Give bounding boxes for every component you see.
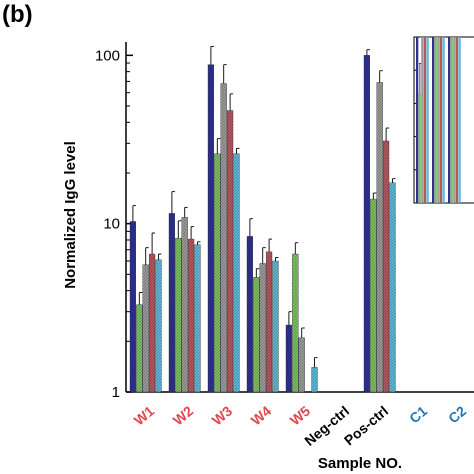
y-tick-label: 100 (95, 47, 120, 64)
bar-hatch (208, 64, 214, 392)
inset-bar (450, 37, 453, 203)
bar-hatch (311, 367, 318, 392)
inset-bar (448, 37, 451, 203)
inset-bar (434, 37, 437, 203)
bar-hatch (175, 238, 182, 392)
bar-hatch (233, 153, 240, 392)
x-tick-label: C2 (445, 402, 469, 426)
inset-x-tick-label: W1 (413, 208, 430, 224)
inset-bar (423, 37, 427, 203)
x-tick-label: Pos-ctrl (341, 403, 391, 449)
bar-hatch (155, 259, 162, 392)
bar-hatch (389, 182, 396, 392)
bar-hatch (142, 264, 149, 392)
y-axis-title: Normalized IgG level (62, 141, 79, 289)
x-tick-label: W4 (248, 402, 275, 428)
bar-hatch (194, 244, 201, 392)
inset-x-tick-label: W3 (445, 208, 462, 224)
inset-bar (418, 93, 421, 203)
bar-hatch (370, 199, 377, 392)
inset-bar (421, 37, 424, 203)
panel-label: (b) (2, 1, 33, 28)
bar-hatch (247, 236, 253, 392)
x-tick-label: W3 (209, 402, 236, 428)
bar-hatch (286, 325, 292, 392)
bar-hatch (181, 217, 188, 392)
bar-hatch (227, 110, 233, 392)
inset-y-tick-label: 4 (408, 66, 413, 75)
bar-hatch (383, 140, 389, 392)
bar-hatch (169, 213, 175, 392)
bar-hatch (376, 82, 383, 393)
inset-y-tick-label: 5 (408, 33, 413, 42)
bar-hatch (298, 337, 305, 392)
bar-hatch (220, 83, 227, 392)
inset-bar (432, 37, 435, 203)
bar-hatch (214, 153, 221, 392)
inset-plot: 0 1 2 3 4 5 W1 W2 W3 (408, 33, 474, 224)
bar-hatch (272, 261, 279, 392)
bar-hatch (292, 254, 299, 392)
inset-y-tick-label: 0 (408, 199, 413, 208)
inset-x-tick-label: W2 (429, 208, 446, 224)
x-tick-label: W2 (170, 402, 197, 428)
bar-hatch (364, 55, 370, 393)
inset-y-tick-label: 3 (408, 99, 413, 108)
inset-y-tick-label: 2 (408, 133, 413, 142)
x-tick-label: Neg-ctrl (301, 403, 352, 449)
x-axis-title: Sample NO. (318, 455, 402, 472)
inset-y-tick-label: 1 (408, 166, 413, 175)
inset-bar (437, 37, 440, 203)
bar-hatch (130, 221, 136, 392)
bar-hatch (266, 251, 272, 392)
inset-bar (458, 37, 461, 203)
bar-hatch (149, 254, 155, 392)
bar-hatch (253, 277, 260, 392)
inset-bar (442, 37, 445, 203)
x-tick-label: W5 (287, 402, 314, 428)
y-tick-label: 1 (112, 384, 120, 401)
inset-bar (453, 37, 456, 203)
bar-hatch (136, 304, 143, 392)
bar-hatch (188, 239, 194, 392)
inset-bar (426, 37, 429, 203)
x-tick-label: C1 (406, 402, 430, 426)
inset-bar (439, 37, 443, 203)
bar-hatch (259, 263, 266, 392)
x-tick-label: W1 (131, 402, 158, 428)
inset-bar (455, 37, 459, 203)
y-tick-label: 10 (103, 216, 120, 233)
inset-bar (416, 37, 419, 203)
